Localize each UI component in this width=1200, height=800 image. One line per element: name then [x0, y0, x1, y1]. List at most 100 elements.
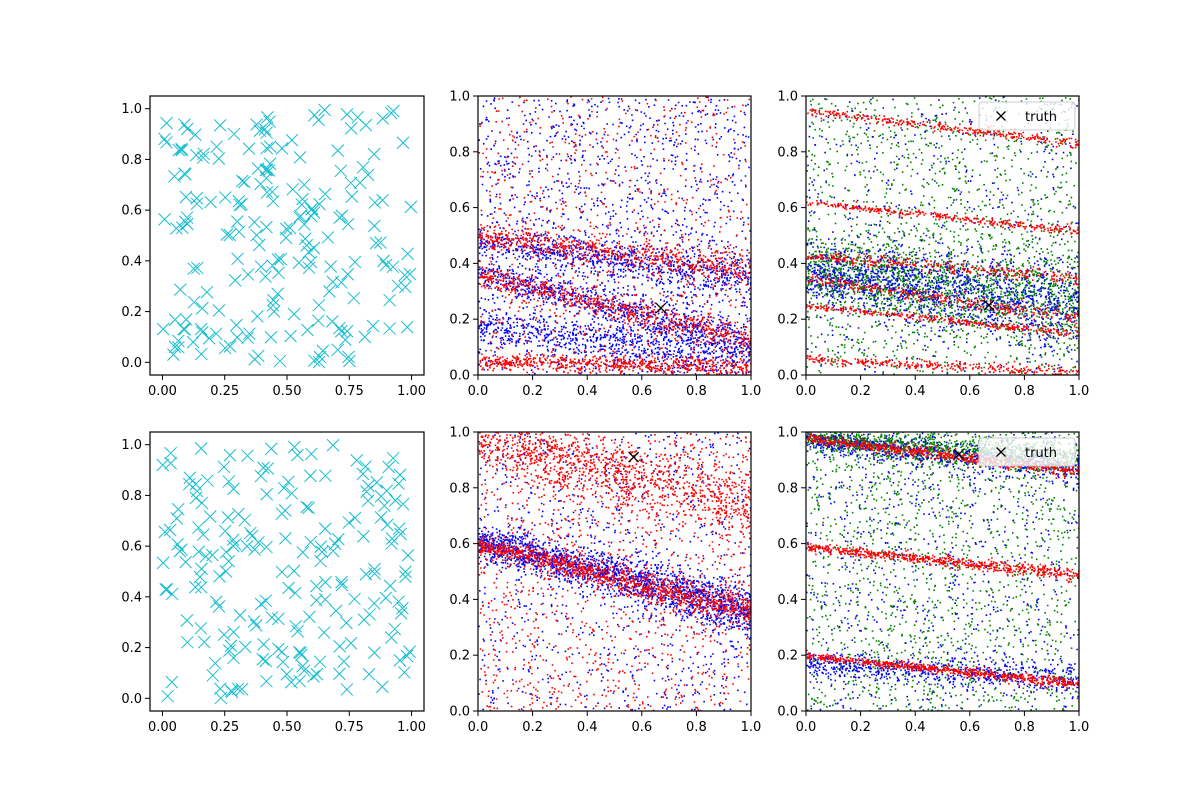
y-tick-label-r1c0-2: 0.4	[121, 590, 142, 605]
y-tick-label-r0c1-5: 1.0	[449, 90, 470, 105]
y-tick-label-r1c2-5: 1.0	[777, 426, 798, 441]
x-tick-label-r0c2-1: 0.2	[850, 384, 871, 399]
dots-r1c1-1	[478, 432, 751, 711]
y-tick-label-r0c2-0: 0.0	[777, 369, 798, 384]
plot-area-r1c1	[478, 432, 751, 711]
dots-r0c2-2	[806, 108, 1079, 375]
legend-label-r0c2: truth	[1025, 110, 1057, 125]
y-tick-label-r1c2-4: 0.8	[777, 481, 798, 496]
y-tick-label-r0c1-1: 0.2	[449, 313, 470, 328]
y-tick-label-r0c1-3: 0.6	[449, 201, 470, 216]
x-tick-label-r1c0-0: 0.00	[148, 720, 177, 735]
y-tick-label-r1c1-0: 0.0	[449, 705, 470, 720]
y-tick-label-r1c1-4: 0.8	[449, 481, 470, 496]
x-tick-label-r1c0-4: 1.00	[397, 720, 426, 735]
x-markers-r0c0	[156, 103, 418, 369]
panel-r0c1: 0.0 0.2 0.4 0.6 0.8 1.0 0.0 0.2 0.4 0.6 0.8 1.0	[449, 90, 761, 400]
truth-marker-r0c2	[983, 299, 995, 311]
axes-frame-r1c2	[805, 431, 1080, 712]
y-tick-label-r1c0-5: 1.0	[121, 438, 142, 453]
y-tick-label-r1c2-1: 0.2	[777, 649, 798, 664]
y-tick-label-r0c0-2: 0.4	[121, 254, 142, 269]
x-tick-label-r0c1-4: 0.8	[686, 384, 707, 399]
y-tick-label-r1c0-0: 0.0	[121, 692, 142, 707]
x-tick-label-r1c1-1: 0.2	[522, 720, 543, 735]
x-tick-label-r0c1-0: 0.0	[468, 384, 489, 399]
y-tick-label-r0c0-3: 0.6	[121, 204, 142, 219]
y-tick-label-r0c2-2: 0.4	[777, 257, 798, 272]
series-r0c0-0	[156, 103, 418, 369]
x-tick-label-r1c1-4: 0.8	[686, 720, 707, 735]
panel-r1c2: 0.0 0.2 0.4 0.6 0.8 1.0 0.0 0.2 0.4 0.6 0.8 1.0 trut…	[777, 426, 1090, 736]
x-tick-label-r0c1-5: 1.0	[741, 384, 762, 399]
x-tick-label-r1c0-1: 0.25	[210, 720, 239, 735]
plot-area-r1c2	[806, 432, 1079, 711]
x-tick-label-r0c0-0: 0.00	[148, 384, 177, 399]
y-tick-label-r0c2-4: 0.8	[777, 145, 798, 160]
x-tick-label-r0c2-4: 0.8	[1014, 384, 1035, 399]
panel-r0c0: 0.00 0.25 0.50 0.75 1.00 0.0 0.2 0.4 0.6 0.8 1.0	[121, 95, 426, 399]
y-tick-label-r0c0-5: 1.0	[121, 102, 142, 117]
y-tick-label-r0c2-5: 1.0	[777, 90, 798, 105]
x-tick-label-r0c0-1: 0.25	[210, 384, 239, 399]
y-tick-label-r0c2-1: 0.2	[777, 313, 798, 328]
y-tick-label-r1c0-3: 0.6	[121, 540, 142, 555]
x-tick-label-r0c1-2: 0.4	[577, 384, 598, 399]
y-tick-label-r1c2-2: 0.4	[777, 593, 798, 608]
x-tick-label-r0c2-2: 0.4	[905, 384, 926, 399]
plot-area-r0c2	[806, 96, 1079, 375]
panel-r0c2: 0.0 0.2 0.4 0.6 0.8 1.0 0.0 0.2 0.4 0.6 0.8 1.0 trut…	[777, 90, 1089, 400]
x-tick-label-r1c2-4: 0.8	[1014, 720, 1035, 735]
legend-box-r1c2	[978, 437, 1076, 467]
legend-r0c2: truth	[978, 101, 1076, 131]
series-r1c2-0	[806, 432, 1079, 711]
axes-frame-r1c1	[477, 431, 752, 712]
legend-box-r0c2	[978, 101, 1076, 131]
truth-marker-r0c1	[655, 302, 667, 314]
legend-label-r1c2: truth	[1025, 446, 1057, 461]
x-tick-label-r1c2-5: 1.0	[1069, 720, 1090, 735]
x-tick-label-r1c2-0: 0.0	[796, 720, 817, 735]
y-tick-label-r1c0-4: 0.8	[121, 489, 142, 504]
truth-marker-r1c1	[628, 451, 640, 463]
panel-r1c0: 0.00 0.25 0.50 0.75 1.00 0.0 0.2 0.4 0.6 0.8 1.0	[121, 431, 426, 735]
x-tick-label-r1c0-3: 0.75	[335, 720, 364, 735]
dots-r0c2-1	[806, 96, 1079, 375]
y-tick-label-r1c0-1: 0.2	[121, 641, 142, 656]
y-tick-label-r1c2-3: 0.6	[777, 537, 798, 552]
dots-r0c1-1	[478, 96, 751, 375]
y-tick-label-r0c1-0: 0.0	[449, 369, 470, 384]
x-tick-label-r1c2-3: 0.6	[959, 720, 980, 735]
series-r1c1-1	[478, 432, 751, 711]
x-tick-label-r1c2-1: 0.2	[850, 720, 871, 735]
axes-frame-r1c0	[149, 431, 425, 712]
y-tick-label-r0c0-1: 0.2	[121, 305, 142, 320]
y-tick-label-r1c2-0: 0.0	[777, 705, 798, 720]
y-tick-label-r1c1-5: 1.0	[449, 426, 470, 441]
x-tick-label-r0c2-5: 1.0	[1069, 384, 1090, 399]
x-tick-label-r1c2-2: 0.4	[905, 720, 926, 735]
y-tick-label-r0c0-0: 0.0	[121, 356, 142, 371]
y-tick-label-r0c0-4: 0.8	[121, 153, 142, 168]
series-r0c2-2	[806, 108, 1079, 375]
x-tick-label-r1c1-0: 0.0	[468, 720, 489, 735]
x-tick-label-r1c0-2: 0.50	[273, 720, 302, 735]
y-tick-label-r0c1-4: 0.8	[449, 145, 470, 160]
legend-marker-r1c2	[996, 447, 1006, 457]
truth-marker-r1c2	[953, 448, 965, 460]
x-tick-label-r1c1-5: 1.0	[741, 720, 762, 735]
y-tick-label-r1c1-1: 0.2	[449, 649, 470, 664]
x-tick-label-r0c2-0: 0.0	[796, 384, 817, 399]
plot-area-r0c0	[156, 103, 418, 369]
x-tick-label-r1c1-3: 0.6	[631, 720, 652, 735]
y-tick-label-r1c1-2: 0.4	[449, 593, 470, 608]
x-tick-label-r0c2-3: 0.6	[959, 384, 980, 399]
series-r0c1-1	[478, 96, 751, 375]
plot-area-r0c1	[478, 96, 751, 375]
y-tick-label-r0c2-3: 0.6	[777, 201, 798, 216]
series-r0c2-1	[806, 96, 1079, 375]
panel-r1c1: 0.0 0.2 0.4 0.6 0.8 1.0 0.0 0.2 0.4 0.6 0.8 1.0	[449, 426, 762, 736]
x-tick-label-r0c0-3: 0.75	[335, 384, 364, 399]
y-tick-label-r0c1-2: 0.4	[449, 257, 470, 272]
